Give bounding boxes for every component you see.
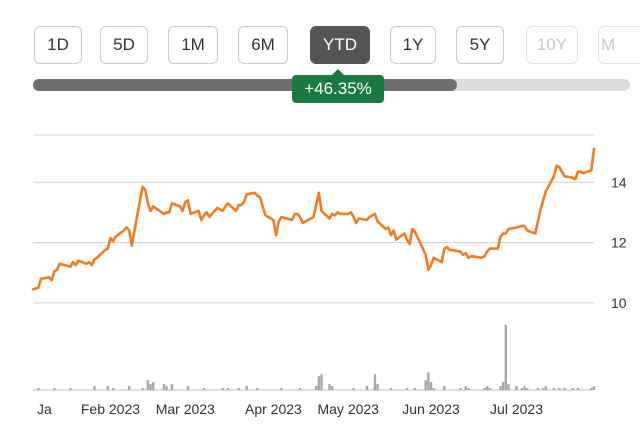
grid-layer — [33, 134, 594, 391]
volume-bar — [590, 388, 593, 390]
volume-bar — [127, 386, 131, 390]
range-button-ytd[interactable]: YTD — [310, 26, 370, 64]
volume-bar — [571, 388, 574, 390]
volume-bar — [69, 388, 72, 390]
volume-bar — [165, 386, 168, 390]
volume-bar — [389, 388, 393, 390]
volume-bar — [501, 382, 505, 390]
x-tick-label: May 2023 — [317, 401, 379, 417]
volume-bar — [552, 388, 556, 390]
volume-bar — [504, 325, 508, 390]
x-tick-label: Ja — [37, 401, 52, 417]
volume-bars — [37, 325, 596, 390]
range-selector: 1D 5D 1M 6M YTD 1Y 5Y 10Y M — [0, 0, 640, 70]
range-button-1y[interactable]: 1Y — [390, 26, 436, 64]
volume-bar — [558, 388, 561, 390]
volume-bar — [221, 388, 224, 390]
volume-bar — [523, 386, 526, 390]
volume-bar — [459, 388, 462, 390]
volume-bar — [483, 388, 486, 390]
volume-bar — [352, 388, 355, 390]
volume-bar — [515, 386, 518, 390]
volume-bar — [544, 386, 548, 390]
range-button-max[interactable]: M — [598, 26, 640, 64]
volume-bar — [488, 388, 492, 390]
volume-bar — [314, 386, 318, 390]
y-tick-label: 10 — [611, 295, 627, 311]
volume-bar — [467, 388, 470, 390]
range-button-10y[interactable]: 10Y — [526, 26, 578, 64]
volume-bar — [365, 386, 369, 390]
x-tick-label: Feb 2023 — [81, 401, 140, 417]
volume-bar — [499, 386, 502, 390]
volume-bar — [298, 388, 302, 390]
volume-bar — [432, 388, 435, 390]
x-tick-label: Jun 2023 — [402, 401, 460, 417]
volume-bar — [331, 386, 334, 390]
volume-bar — [443, 386, 446, 390]
range-button-1m[interactable]: 1M — [168, 26, 218, 64]
volume-bar — [427, 372, 430, 390]
y-tick-label: 12 — [611, 235, 627, 251]
volume-bar — [37, 388, 40, 390]
volume-bar — [328, 384, 331, 390]
range-button-6m[interactable]: 6M — [238, 26, 288, 64]
range-button-5y[interactable]: 5Y — [456, 26, 504, 64]
volume-bar — [429, 382, 433, 390]
volume-bar — [576, 388, 580, 390]
y-tick-label: 14 — [611, 174, 627, 190]
range-button-5d[interactable]: 5D — [100, 26, 148, 64]
volume-bar — [376, 384, 379, 390]
volume-bar — [106, 386, 109, 390]
volume-bar — [149, 384, 152, 390]
volume-bar — [592, 386, 596, 390]
volume-bar — [563, 388, 566, 390]
x-tick-label: Apr 2023 — [245, 401, 302, 417]
volume-bar — [320, 374, 323, 390]
volume-bar — [162, 384, 166, 390]
volume-bar — [280, 388, 283, 390]
volume-bar — [520, 388, 524, 390]
volume-bar — [542, 388, 545, 390]
x-tick-label: Mar 2023 — [156, 401, 215, 417]
volume-bar — [141, 388, 144, 390]
volume-bar — [373, 374, 377, 390]
change-badge: +46.35% — [292, 69, 384, 103]
volume-bar — [526, 388, 529, 390]
volume-bar — [170, 384, 174, 390]
price-line — [31, 147, 596, 291]
volume-bar — [186, 386, 190, 390]
volume-bar — [424, 380, 427, 390]
volume-bar — [237, 388, 240, 390]
x-tick-label: Jul 2023 — [490, 401, 543, 417]
range-button-1d[interactable]: 1D — [34, 26, 82, 64]
volume-bar — [317, 376, 321, 390]
volume-bar — [507, 384, 510, 390]
volume-bar — [245, 386, 248, 390]
volume-bar — [405, 388, 409, 390]
volume-bar — [413, 388, 417, 390]
volume-bar — [111, 388, 115, 390]
x-axis-ticks: Ja Feb 2023 Mar 2023 Apr 2023 May 2023 Jun 20… — [37, 401, 543, 417]
volume-bar — [53, 388, 56, 390]
volume-bar — [256, 388, 259, 390]
volume-bar — [146, 380, 150, 390]
volume-bar — [226, 388, 230, 390]
volume-bar — [152, 382, 155, 390]
volume-bar — [202, 388, 206, 390]
volume-bar — [485, 386, 489, 390]
range-slider-fill[interactable] — [33, 79, 457, 91]
y-axis-ticks: 10 12 14 — [611, 174, 627, 311]
volume-bar — [464, 386, 467, 390]
volume-bar — [536, 388, 540, 390]
price-chart: 10 12 14 Ja Feb 2023 Mar 2023 Apr 2023 May 202… — [31, 134, 627, 417]
volume-bar — [93, 386, 96, 390]
